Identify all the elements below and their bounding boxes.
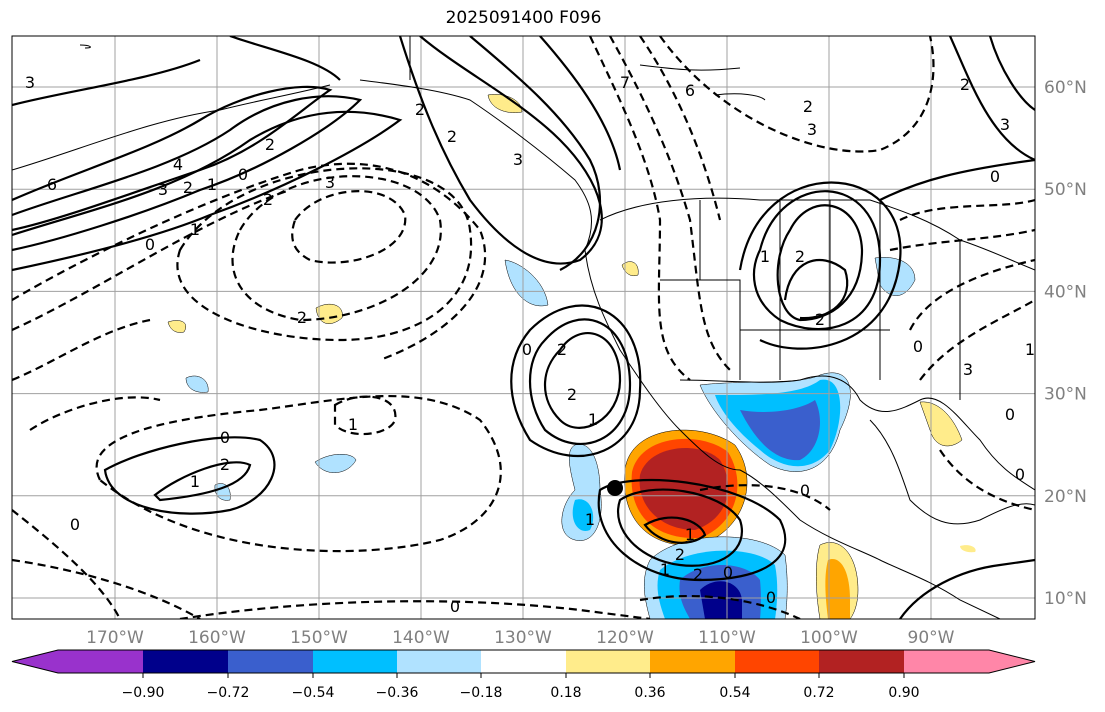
contour-label: 1 [760,247,770,266]
contours-dashed [12,36,1035,619]
colorbar-tick-label: −0.90 [122,685,165,701]
contour-label: 1 [348,415,358,434]
contours [12,36,1035,619]
contour-label: 0 [220,428,230,447]
colorbar-extend-low [12,650,143,673]
contour-label: 1 [190,220,200,239]
colorbar-tick-label: −0.72 [207,685,250,701]
contour-label: 1 [190,472,200,491]
colorbar-segment [228,650,313,673]
contour-label: 2 [960,75,970,94]
contour-label: 2 [557,340,567,359]
longitude-tick-label: 100°W [800,628,858,648]
colorbar-tick-label: 0.72 [803,685,834,701]
contour-label: 0 [990,167,1000,186]
latitude-tick-label: 20°N [1044,487,1087,507]
contour-label: 0 [766,588,776,607]
contour-label: 1 [685,525,695,544]
longitude-tick-label: 90°W [908,628,955,648]
colorbar-extend-high [904,650,1035,673]
latitude-ticks: 60°N 50°N 40°N 30°N 20°N 10°N [1044,78,1087,609]
contour-label: 0 [70,515,80,534]
latitude-tick-label: 50°N [1044,180,1087,200]
contour-label: 1 [1025,340,1035,359]
graticule [12,36,1035,619]
contour-label: 2 [447,127,457,146]
contour-label: 0 [800,481,810,500]
contour-label: 1 [585,510,595,529]
map-frame [11,35,1036,620]
contour-label: 3 [158,180,168,199]
colorbar-tick-label: −0.18 [460,685,503,701]
latitude-tick-label: 30°N [1044,385,1087,405]
contour-label: 6 [47,175,57,194]
map-title: 2025091400 F096 [445,8,602,28]
contour-label: 3 [807,120,817,139]
contour-label: 2 [265,135,275,154]
contour-label: 0 [522,340,532,359]
longitude-tick-label: 130°W [494,628,552,648]
contour-label: 6 [685,81,695,100]
colorbar-segment [566,650,650,673]
colorbar-tick-label: 0.54 [719,685,750,701]
contour-label: 1 [207,175,217,194]
contour-label: 0 [1005,405,1015,424]
contour-label: 2 [795,247,805,266]
longitude-tick-label: 150°W [290,628,348,648]
contour-label: 1 [588,410,598,429]
colorbar-segment [650,650,735,673]
longitude-tick-label: 120°W [596,628,654,648]
colorbar-tick-label: −0.54 [292,685,335,701]
contour-label: 0 [145,235,155,254]
colorbar: −0.90 −0.72 −0.54 −0.36 −0.18 0.18 0.36 0.54 0.7… [11,649,1036,701]
colorbar-segment [735,650,819,673]
contour-label: 0 [723,563,733,582]
longitude-ticks: 170°W 160°W 150°W 140°W 130°W 120°W 110°W 100°W… [86,628,955,648]
contour-label: 3 [25,73,35,92]
contour-label: 2 [263,190,273,209]
latitude-tick-label: 40°N [1044,282,1087,302]
colorbar-tick-label: 0.36 [634,685,665,701]
longitude-tick-label: 140°W [392,628,450,648]
contour-label: 2 [297,308,307,327]
colorbar-segment [819,650,904,673]
contour-label: 0 [1015,465,1025,484]
contour-label: 2 [675,545,685,564]
colorbar-outline [11,649,1036,674]
contour-label: 2 [220,455,230,474]
longitude-tick-label: 160°W [188,628,246,648]
contour-label: 3 [325,173,335,192]
contour-label: 4 [173,155,183,174]
contour-label: 2 [415,100,425,119]
contour-label: 0 [450,597,460,616]
contour-label: 2 [693,565,703,584]
contour-label: 0 [238,165,248,184]
contour-label: 3 [963,360,973,379]
longitude-tick-label: 110°W [698,628,756,648]
colorbar-tick-label: 0.18 [550,685,581,701]
contour-label: 2 [567,385,577,404]
colorbar-segment [313,650,397,673]
colorbar-segment [481,650,566,673]
contour-label: 2 [815,310,825,329]
contour-label: 3 [513,150,523,169]
colorbar-segment [143,650,228,673]
colorbar-tick-label: −0.36 [376,685,419,701]
contour-label: 2 [803,97,813,116]
contour-label: 0 [913,337,923,356]
latitude-tick-label: 60°N [1044,78,1087,98]
colorbar-tick-label: 0.90 [888,685,919,701]
latitude-tick-label: 10°N [1044,589,1087,609]
contour-label: 3 [1000,115,1010,134]
longitude-tick-label: 170°W [86,628,144,648]
colorbar-segment [397,650,481,673]
contour-label: 2 [183,178,193,197]
storm-center-marker [607,480,623,496]
contour-label: 1 [660,560,670,579]
contour-label: 7 [620,73,630,92]
